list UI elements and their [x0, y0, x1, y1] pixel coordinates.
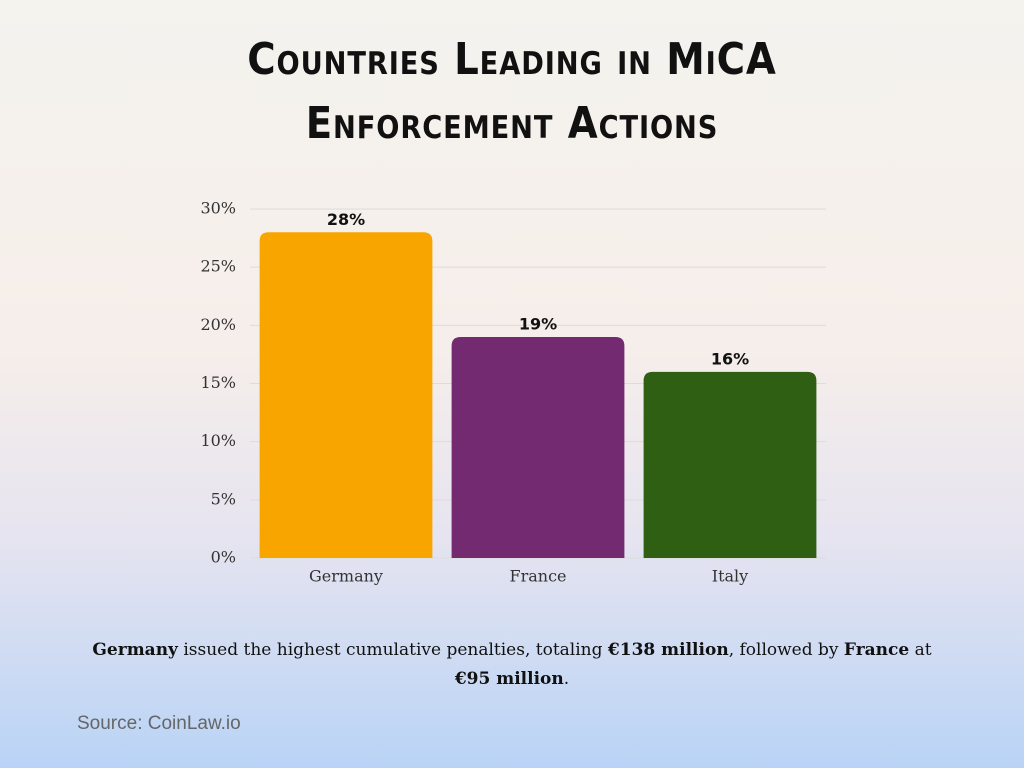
y-tick-label: 25% [200, 257, 236, 276]
caption-text: , followed by [728, 640, 844, 660]
y-tick-label: 5% [211, 489, 236, 508]
caption-text: €138 million [607, 640, 729, 660]
bar [643, 371, 817, 558]
caption-text: at [909, 640, 932, 660]
caption-text: France [843, 640, 910, 660]
bar [259, 232, 433, 558]
y-tick-label: 30% [200, 199, 236, 218]
x-tick-label: Italy [712, 567, 748, 586]
caption-text: issued the highest cumulative penalties,… [177, 640, 608, 660]
caption: Germany issued the highest cumulative pe… [80, 636, 944, 694]
bar [451, 336, 625, 558]
y-tick-label: 20% [200, 315, 236, 334]
chart-title: Countries Leading in MiCA Enforcement Ac… [247, 34, 777, 149]
x-tick-label: France [509, 567, 566, 586]
data-label: 28% [327, 210, 365, 229]
y-tick-label: 0% [211, 548, 236, 567]
data-label: 16% [711, 349, 749, 368]
caption-text: Germany [92, 640, 178, 660]
y-tick-label: 10% [200, 431, 236, 450]
caption-text: . [563, 669, 570, 689]
source: Source: CoinLaw.io [77, 713, 241, 734]
caption-text: €95 million [454, 669, 564, 689]
data-label: 19% [519, 314, 557, 333]
x-tick-label: Germany [309, 567, 383, 586]
y-tick-label: 15% [200, 373, 236, 392]
